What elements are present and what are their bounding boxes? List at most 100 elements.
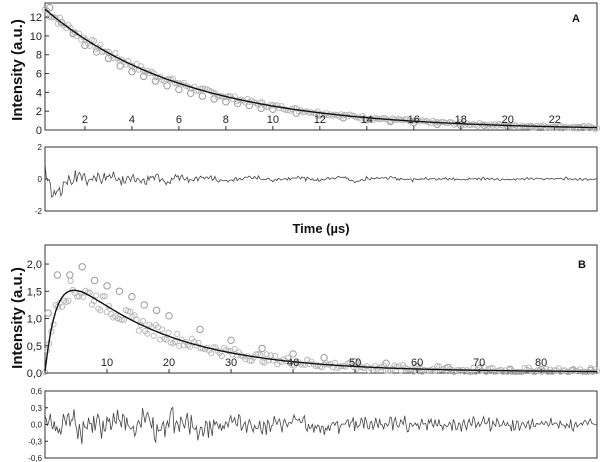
panel-a-noise-marker [257, 99, 264, 106]
panel-b-noise-marker [267, 352, 274, 359]
panel-b-residual-y-tick-label: 0,6 [31, 387, 43, 396]
panel-a-noise-marker [547, 124, 554, 131]
panel-a-noise-marker [112, 49, 119, 57]
panel-b-residual-y-tick-label: 0,0 [31, 421, 43, 430]
panel-b-noise-marker [101, 293, 108, 300]
panel-a-y-tick-label: 10 [30, 31, 42, 43]
panel-b-y-tick-label: 1,5 [27, 286, 42, 298]
panel-a-residual-y-tick-label: -2 [35, 207, 43, 216]
panel-b-noise-marker [466, 368, 473, 375]
panel-a-y-tick-label: 12 [30, 12, 42, 24]
panel-b-noise-marker [517, 368, 524, 375]
panel-a-x-tick-label: 20 [502, 114, 514, 126]
panel-b-noise-marker [265, 357, 272, 364]
panel-b-data-point [320, 354, 328, 362]
panel-a-y-tick-label: 4 [36, 87, 42, 99]
panel-b-data-point [115, 287, 124, 295]
panel-b-noise-marker [425, 367, 432, 374]
panel-a-x-tick-label: 14 [361, 114, 373, 126]
panel-b-y-tick-label: 1,0 [27, 314, 42, 326]
panel-b-noise-marker [515, 368, 522, 375]
panel-a-x-tick-label: 8 [223, 114, 229, 126]
panel-b-residual-trace [44, 406, 598, 445]
panel-b-noise-marker [510, 368, 517, 375]
panel-b-noise-marker [231, 345, 238, 353]
panel-b-y-tick-label: 0,5 [27, 341, 42, 353]
panel-a-x-tick-label: 6 [176, 114, 182, 126]
panel-a-noise-marker [103, 48, 110, 55]
panel-a-residual-y-ticks: -2 0 2 [35, 143, 48, 216]
panel-b-noise-marker [171, 338, 179, 345]
panel-a-noise-marker [52, 14, 59, 21]
panel-b-data-point [258, 344, 266, 353]
panel-b-residual-plot: 0,6 0,3 0,0 -0,3 -0,6 [28, 387, 598, 462]
panel-a-y-tick-label: 6 [36, 69, 42, 81]
panel-a-noise-marker [97, 41, 104, 48]
panel-a-y-tick-label: 0 [36, 125, 42, 137]
panel-b-noise-marker [218, 352, 225, 360]
panel-b-noise-marker [163, 336, 170, 343]
panel-b-label: B [578, 259, 586, 271]
panel-b-noise-marker [246, 357, 253, 364]
panel-b-data-point [165, 312, 173, 320]
panel-b-noise-marker [508, 368, 515, 375]
panel-a-x-tick-label: 10 [267, 114, 279, 126]
panel-b-noise-marker [512, 368, 520, 375]
panel-b-data-point [140, 301, 148, 309]
panel-a-x-tick-label: 4 [129, 114, 135, 126]
panel-a-residual-y-tick-label: 0 [38, 175, 43, 184]
panel-a-frame [44, 2, 598, 131]
panel-b-y-axis-label: Intensity (a.u.) [9, 267, 26, 369]
panel-b-residual-y-tick-label: -0,6 [28, 454, 42, 462]
panel-b-x-ticks: 10 20 30 40 50 60 70 80 [101, 357, 547, 373]
panel-b-noise-marker [99, 293, 106, 300]
panel-b-noise-marker [139, 318, 147, 325]
panel-a-noise-marker [365, 115, 373, 122]
panel-b-noise-marker [59, 303, 66, 310]
panel-b-y-ticks: 0,0 0,5 1,0 1,5 2,0 [27, 259, 49, 380]
panel-b-residual-y-tick-label: -0,3 [28, 437, 42, 446]
panel-b-residual-y-tick-label: 0,3 [31, 404, 43, 413]
panel-b-points [41, 263, 600, 375]
panel-a-noise-marker [282, 106, 289, 114]
panel-a-data-point [198, 92, 207, 100]
panel-b-noise-marker [176, 342, 183, 349]
panel-a-points [41, 4, 600, 132]
panel-b-noise-marker [73, 293, 81, 300]
panel-b-x-tick-label: 40 [287, 357, 299, 369]
panel-a-noise-marker [220, 94, 228, 101]
panel-a-noise-marker [291, 105, 298, 112]
panel-a-data-point [186, 89, 195, 98]
panel-b-y-tick-label: 2,0 [27, 259, 42, 271]
panel-b-data-point [103, 282, 111, 290]
panel-b-x-tick-label: 70 [473, 357, 485, 369]
panel-b-noise-marker [135, 327, 142, 334]
panel-a-noise-marker [199, 85, 206, 92]
panel-a-noise-marker [412, 117, 419, 124]
panel-b-data-point [78, 263, 86, 271]
panel-a-noise-marker [579, 123, 586, 130]
panel-b-y-tick-label: 0,0 [27, 368, 42, 380]
panel-b-residual-y-ticks: 0,6 0,3 0,0 -0,3 -0,6 [28, 387, 48, 462]
panel-b-noise-marker [299, 361, 306, 368]
panel-b-noise-marker [127, 308, 134, 315]
panel-a-noise-marker [591, 125, 598, 132]
panel-b-main-plot: 10 20 30 40 50 60 70 80 0,0 0,5 1,0 1,5 2,0 B [27, 244, 600, 380]
panel-a-y-ticks: 0 2 4 6 8 10 12 [30, 12, 49, 137]
panel-b-fit-curve [44, 289, 597, 373]
panel-b-data-point [90, 276, 99, 285]
panel-b-noise-marker [208, 350, 215, 357]
panel-b-data-point [128, 293, 136, 301]
panel-b-noise-marker [165, 329, 172, 336]
panel-a-fit-line [44, 8, 598, 129]
panel-b-noise-marker [80, 293, 87, 300]
panel-b-noise-marker [174, 331, 181, 338]
panel-b-noise-marker [186, 343, 193, 350]
panel-a-x-tick-label: 18 [455, 114, 467, 126]
panel-a-data-point [222, 98, 230, 106]
panel-b-data-point [44, 309, 52, 317]
panel-b-x-tick-label: 50 [349, 357, 361, 369]
panel-a-noise-marker [466, 121, 473, 129]
panel-b-noise-marker [65, 297, 72, 304]
